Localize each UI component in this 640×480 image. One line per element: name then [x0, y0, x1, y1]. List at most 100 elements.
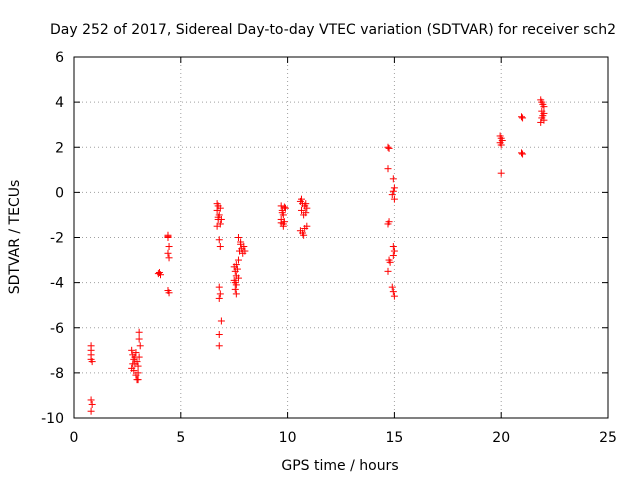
- data-point: [215, 342, 223, 350]
- y-tick-label: -8: [50, 366, 64, 382]
- data-point: [88, 400, 96, 408]
- data-point: [384, 267, 392, 275]
- data-point: [385, 144, 393, 152]
- data-point: [540, 103, 548, 111]
- data-point: [234, 274, 242, 282]
- data-point: [240, 243, 248, 251]
- data-point: [388, 283, 396, 291]
- data-point: [389, 288, 397, 296]
- data-point: [234, 256, 242, 264]
- data-point: [498, 136, 506, 144]
- data-point: [215, 283, 223, 291]
- data-point: [390, 292, 398, 300]
- data-point: [134, 369, 142, 377]
- y-axis-title: SDTVAR / TECUs: [7, 180, 23, 295]
- data-point: [215, 331, 223, 339]
- data-point: [132, 349, 140, 357]
- data-point: [232, 261, 240, 269]
- y-tick-label: -2: [50, 231, 64, 247]
- data-point: [134, 362, 142, 370]
- data-point: [388, 191, 396, 199]
- data-point: [297, 206, 305, 214]
- x-tick-labels: 0 5 10 15 20 25: [70, 430, 617, 446]
- data-point: [390, 247, 398, 255]
- data-point: [297, 195, 305, 203]
- data-point: [233, 265, 241, 273]
- data-point: [537, 118, 545, 126]
- data-point: [390, 195, 398, 203]
- data-point: [131, 353, 139, 361]
- data-point: [164, 249, 172, 257]
- data-point: [384, 165, 392, 173]
- data-point: [213, 222, 221, 230]
- data-point: [215, 236, 223, 244]
- data-points: [87, 96, 548, 415]
- data-point: [300, 231, 308, 239]
- data-point: [497, 141, 505, 149]
- data-point: [234, 234, 242, 241]
- data-point: [216, 204, 224, 212]
- y-tick-label: 6: [55, 50, 64, 66]
- data-point: [130, 367, 138, 375]
- x-tick-label: 15: [385, 430, 403, 446]
- data-point: [232, 290, 240, 298]
- y-tick-labels: -10 -8 -6 -4 -2 0 2 4 6: [41, 50, 64, 427]
- data-point: [136, 342, 144, 350]
- y-tick-label: 0: [55, 185, 64, 201]
- data-point: [386, 258, 394, 266]
- data-point: [281, 204, 289, 212]
- data-point: [497, 169, 505, 177]
- data-point: [164, 232, 172, 240]
- x-tick-label: 20: [492, 430, 510, 446]
- data-point: [280, 218, 288, 226]
- data-point: [157, 271, 165, 279]
- y-tick-label: 4: [55, 95, 64, 111]
- data-point: [389, 252, 397, 260]
- grid: [74, 57, 608, 418]
- x-tick-label: 10: [279, 430, 297, 446]
- data-point: [87, 407, 95, 415]
- data-point: [135, 335, 143, 343]
- data-point: [519, 114, 527, 122]
- data-point: [517, 149, 525, 157]
- data-point: [231, 285, 239, 293]
- data-point: [241, 247, 249, 255]
- data-point: [277, 202, 285, 210]
- data-point: [302, 200, 310, 208]
- data-point: [278, 209, 286, 217]
- data-point: [303, 222, 311, 230]
- data-point: [384, 143, 392, 151]
- data-point: [87, 396, 95, 404]
- data-point: [538, 114, 546, 122]
- data-point: [517, 113, 525, 121]
- data-point: [135, 328, 143, 336]
- plot-frame: [73, 56, 609, 419]
- data-point: [280, 203, 288, 211]
- x-tick-label: 25: [599, 430, 617, 446]
- data-point: [389, 243, 397, 251]
- data-point: [237, 238, 245, 246]
- data-point: [302, 209, 310, 217]
- x-tick-label: 5: [176, 430, 185, 446]
- data-point: [128, 346, 136, 354]
- data-point: [519, 150, 527, 158]
- data-point: [384, 220, 392, 228]
- data-point: [277, 219, 285, 227]
- data-point: [133, 358, 141, 366]
- data-point: [216, 290, 224, 298]
- data-point: [303, 204, 311, 212]
- data-point: [389, 187, 397, 195]
- x-tick-label: 0: [70, 430, 79, 446]
- y-tick-label: -10: [41, 411, 64, 427]
- y-tick-label: -4: [50, 276, 64, 292]
- data-point: [165, 254, 173, 262]
- x-axis-title: GPS time / hours: [281, 458, 398, 474]
- data-point: [215, 294, 223, 302]
- data-point: [88, 358, 96, 366]
- data-point: [389, 175, 397, 183]
- data-point: [134, 376, 142, 384]
- data-point: [214, 213, 222, 221]
- chart-title: Day 252 of 2017, Sidereal Day-to-day VTE…: [50, 22, 616, 38]
- data-point: [540, 109, 548, 117]
